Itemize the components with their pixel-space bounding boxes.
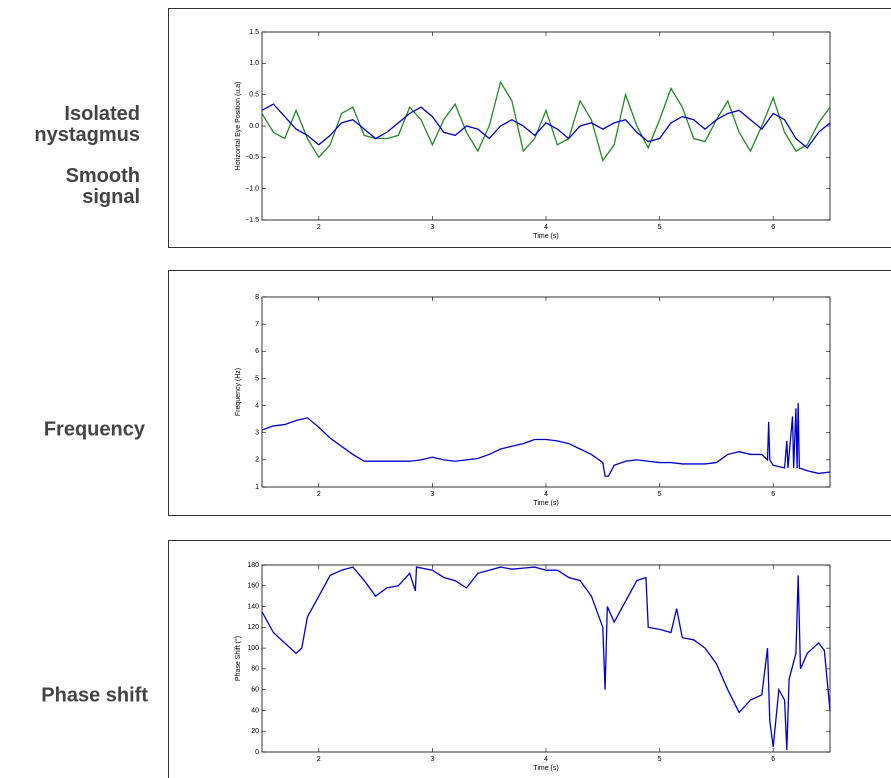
x-tick-label: 4	[544, 756, 548, 763]
legend-label: Isolated nystagmus	[34, 103, 140, 146]
y-tick-label: 160	[247, 583, 259, 590]
y-tick-label: 0	[255, 749, 259, 756]
panel-title: Frequency	[44, 418, 146, 440]
x-tick-label: 6	[771, 756, 775, 763]
y-tick-label: 140	[247, 603, 259, 610]
x-axis-label: Time (s)	[533, 500, 558, 507]
x-tick-label: 6	[771, 224, 775, 231]
y-tick-label: 1.0	[249, 60, 259, 67]
x-tick-label: 5	[658, 756, 662, 763]
y-tick-label: −0.5	[245, 154, 259, 161]
y-tick-label: 180	[247, 562, 259, 569]
plot-area	[261, 31, 831, 221]
panel-frame	[168, 270, 891, 516]
y-tick-label: 80	[251, 666, 259, 673]
x-axis-label: Time (s)	[533, 765, 558, 772]
panel-title: Phase shift	[41, 684, 148, 706]
y-axis-label: Horizontal Eye Position (u.a)	[235, 82, 242, 171]
y-tick-label: 60	[251, 687, 259, 694]
legend-label: Smooth signal	[66, 165, 140, 208]
y-tick-label: 100	[247, 645, 259, 652]
x-tick-label: 3	[430, 491, 434, 498]
y-tick-label: −1.5	[245, 217, 259, 224]
y-tick-label: 8	[255, 294, 259, 301]
y-tick-label: 5	[255, 375, 259, 382]
panel-frame	[168, 540, 891, 778]
x-tick-label: 4	[544, 491, 548, 498]
y-tick-label: 2	[255, 457, 259, 464]
x-tick-label: 5	[658, 224, 662, 231]
y-tick-label: 0.5	[249, 92, 259, 99]
data-line	[261, 566, 831, 750]
x-tick-label: 2	[317, 756, 321, 763]
y-axis-label: Phase Shift (°)	[234, 636, 242, 681]
x-tick-label: 4	[544, 224, 548, 231]
x-tick-label: 6	[771, 491, 775, 498]
y-tick-label: 1	[255, 484, 259, 491]
data-line	[261, 103, 831, 149]
panel-frame	[168, 8, 891, 248]
y-tick-label: 1.5	[249, 29, 259, 36]
x-tick-label: 2	[317, 224, 321, 231]
x-tick-label: 2	[317, 491, 321, 498]
plot-area	[261, 296, 831, 488]
y-tick-label: −1.0	[245, 186, 259, 193]
x-tick-label: 3	[430, 224, 434, 231]
x-axis-label: Time (s)	[533, 233, 558, 240]
x-tick-label: 5	[658, 491, 662, 498]
y-tick-label: 0.0	[249, 123, 259, 130]
y-tick-label: 40	[251, 707, 259, 714]
y-axis-label: Frequency (Hz)	[235, 368, 242, 416]
data-line	[261, 80, 831, 162]
x-tick-label: 3	[430, 756, 434, 763]
y-tick-label: 7	[255, 321, 259, 328]
plot-area	[261, 564, 831, 753]
y-tick-label: 4	[255, 402, 259, 409]
y-tick-label: 20	[251, 728, 259, 735]
data-line	[261, 402, 831, 477]
y-tick-label: 120	[247, 624, 259, 631]
y-tick-label: 3	[255, 430, 259, 437]
y-tick-label: 6	[255, 348, 259, 355]
